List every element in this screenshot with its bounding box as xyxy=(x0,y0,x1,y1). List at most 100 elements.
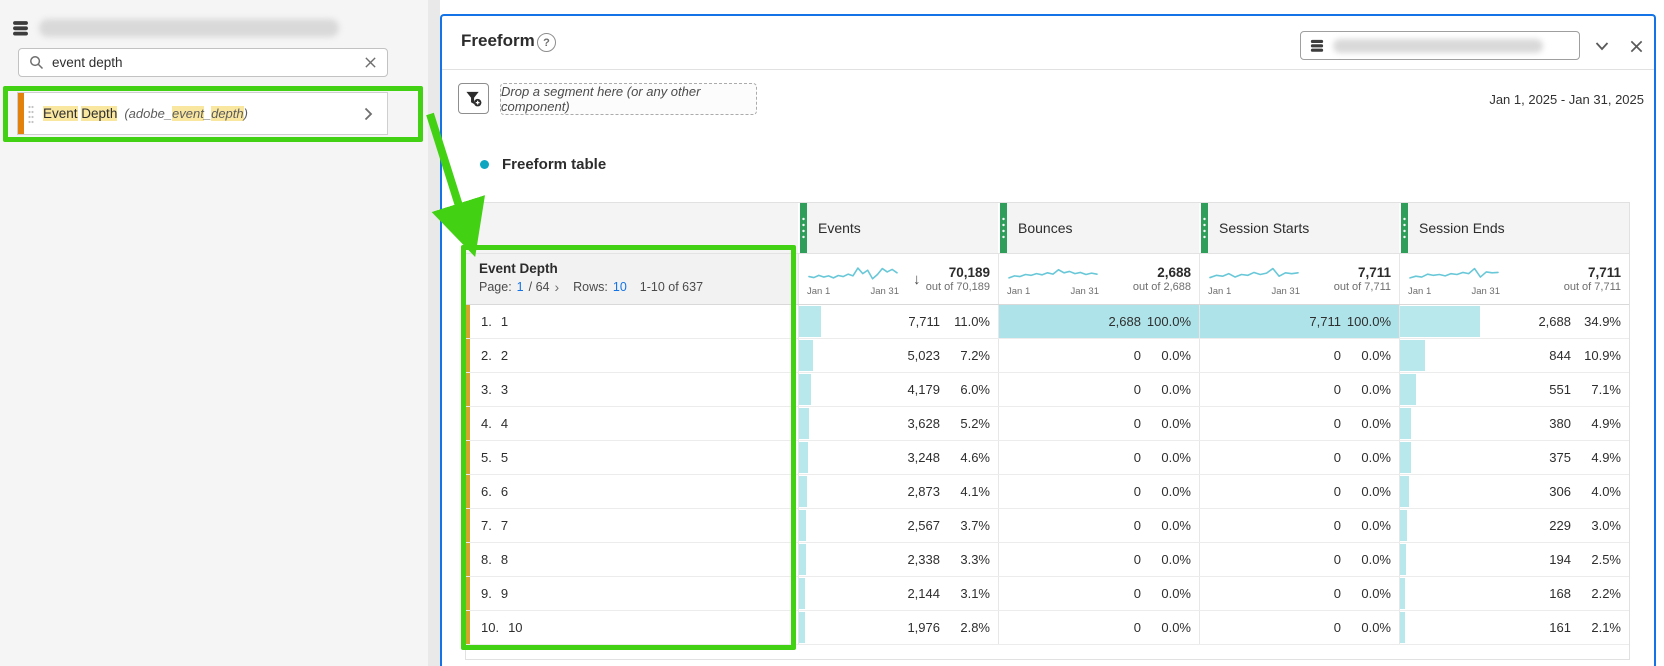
column-drag-handle[interactable] xyxy=(800,203,807,253)
dimension-item-value: 1 xyxy=(500,314,509,329)
cell-values: 0 0.0% xyxy=(1134,577,1191,610)
cell-value: 168 xyxy=(1549,586,1571,601)
metric-cell-events: 3,628 5.2% xyxy=(798,407,998,440)
cell-percent: 0.0% xyxy=(1361,620,1391,635)
cell-percent: 0.0% xyxy=(1161,416,1191,431)
dimension-item-cell[interactable]: 7. 7 xyxy=(466,509,798,542)
column-drag-handle[interactable] xyxy=(1201,203,1208,253)
search-icon xyxy=(30,56,44,70)
cell-percent: 6.0% xyxy=(960,382,990,397)
table-pagination: Page: 1 / 64 › Rows: 10 1-10 of 637 xyxy=(479,280,798,294)
close-panel-button[interactable] xyxy=(1624,34,1648,58)
dimension-item-cell[interactable]: 2. 2 xyxy=(466,339,798,372)
cell-percentage-bar xyxy=(799,510,807,541)
metric-cell-bounces: 2,688 100.0% xyxy=(998,305,1199,338)
dimension-item-cell[interactable]: 5. 5 xyxy=(466,441,798,474)
totals-row: Event Depth Page: 1 / 64 › Rows: 10 1-10… xyxy=(466,253,1629,305)
page-number-link[interactable]: 1 xyxy=(516,280,524,294)
help-icon[interactable]: ? xyxy=(537,33,556,52)
column-header-bounces[interactable]: Bounces xyxy=(998,203,1199,253)
dimension-item-cell[interactable]: 8. 8 xyxy=(466,543,798,576)
collapse-panel-button[interactable] xyxy=(1590,34,1614,58)
component-search-input[interactable]: event depth xyxy=(18,48,388,77)
dimension-row-color-bar xyxy=(466,407,470,440)
chevron-right-icon[interactable] xyxy=(364,107,373,121)
rows-label: Rows: xyxy=(573,280,608,294)
dimension-item-value: 9 xyxy=(500,586,509,601)
dimension-header-cell[interactable]: Event Depth Page: 1 / 64 › Rows: 10 1-10… xyxy=(466,254,798,304)
cell-percentage-bar xyxy=(1400,544,1406,575)
cell-value: 0 xyxy=(1133,450,1141,465)
cell-percent: 11.0% xyxy=(954,314,990,329)
drag-handle-icon[interactable] xyxy=(27,104,35,124)
column-header-session-ends[interactable]: Session Ends xyxy=(1399,203,1629,253)
column-header-session-starts[interactable]: Session Starts xyxy=(1199,203,1399,253)
sort-descending-icon[interactable]: ↓ xyxy=(913,270,921,288)
dimension-item-value: 3 xyxy=(500,382,509,397)
cell-percentage-bar xyxy=(799,408,810,439)
cell-values: 2,567 3.7% xyxy=(907,509,990,542)
cell-percent: 2.8% xyxy=(960,620,990,635)
column-totals-session-ends: Jan 1 Jan 31 7,711 out of 7,711 xyxy=(1399,254,1629,304)
column-drag-handle[interactable] xyxy=(1401,203,1408,253)
cell-percentage-bar xyxy=(1400,374,1417,405)
cell-percent: 0.0% xyxy=(1361,348,1391,363)
cell-value: 0 xyxy=(1133,586,1141,601)
cell-percent: 4.6% xyxy=(960,450,990,465)
cell-percent: 3.1% xyxy=(960,586,990,601)
cell-value: 3,248 xyxy=(907,450,940,465)
cell-values: 161 2.1% xyxy=(1549,611,1621,644)
sparkline-block: Jan 1 Jan 31 xyxy=(1408,262,1500,297)
cell-value: 5,023 xyxy=(907,348,940,363)
metric-cell-events: 5,023 7.2% xyxy=(798,339,998,372)
component-item-event-depth[interactable]: Event Depth (adobe_event_depth) xyxy=(17,92,388,135)
metric-cell-session-starts: 0 0.0% xyxy=(1199,509,1399,542)
cell-value: 3,628 xyxy=(907,416,940,431)
column-totals-session-starts: Jan 1 Jan 31 7,711 out of 7,711 xyxy=(1199,254,1399,304)
column-total: 70,189 out of 70,189 xyxy=(926,265,990,293)
cell-values: 3,628 5.2% xyxy=(907,407,990,440)
cell-percent: 0.0% xyxy=(1161,484,1191,499)
column-header-empty xyxy=(466,203,798,253)
total-out-of: out of 7,711 xyxy=(1563,281,1621,293)
cell-values: 4,179 6.0% xyxy=(907,373,990,406)
cell-value: 0 xyxy=(1333,382,1341,397)
rows-count-link[interactable]: 10 xyxy=(612,280,627,294)
metric-cell-session-starts: 0 0.0% xyxy=(1199,543,1399,576)
dimension-name: Event Depth xyxy=(479,261,558,276)
metric-sparkline xyxy=(808,266,898,280)
cell-percentage-bar xyxy=(799,476,808,507)
cell-percent: 3.0% xyxy=(1591,518,1621,533)
cell-value: 2,688 xyxy=(1538,314,1571,329)
total-value: 7,711 xyxy=(1587,265,1621,280)
column-header-events[interactable]: Events xyxy=(798,203,998,253)
cell-percentage-bar xyxy=(799,306,821,337)
dimension-row-color-bar xyxy=(466,441,470,474)
next-page-icon[interactable]: › xyxy=(554,279,560,295)
dimension-item-cell[interactable]: 9. 9 xyxy=(466,577,798,610)
segment-drop-zone[interactable]: Drop a segment here (or any other compon… xyxy=(500,83,757,115)
cell-values: 0 0.0% xyxy=(1334,543,1391,576)
cell-value: 0 xyxy=(1133,416,1141,431)
column-label: Events xyxy=(818,220,861,236)
column-drag-handle[interactable] xyxy=(1000,203,1007,253)
metric-sparkline xyxy=(1008,268,1098,279)
clear-search-icon[interactable] xyxy=(364,56,377,69)
column-header-row: Events Bounces Session Starts Session Ends xyxy=(466,203,1629,253)
date-range[interactable]: Jan 1, 2025 - Jan 31, 2025 xyxy=(1489,92,1644,107)
dimension-item-cell[interactable]: 10. 10 xyxy=(466,611,798,644)
dimension-item-cell[interactable]: 4. 4 xyxy=(466,407,798,440)
cell-value: 0 xyxy=(1133,620,1141,635)
cell-values: 7,711 100.0% xyxy=(1309,305,1391,338)
dimension-item-cell[interactable]: 1. 1 xyxy=(466,305,798,338)
cell-percent: 2.2% xyxy=(1591,586,1621,601)
segment-filter-button[interactable] xyxy=(458,83,489,114)
panel-gutter xyxy=(428,0,440,666)
cell-values: 1,976 2.8% xyxy=(907,611,990,644)
table-row: 5. 5 3,248 4.6% 0 0.0% 0 0.0% 375 4.9% xyxy=(466,441,1629,475)
dimension-item-cell[interactable]: 6. 6 xyxy=(466,475,798,508)
metric-cell-events: 2,144 3.1% xyxy=(798,577,998,610)
dimension-item-cell[interactable]: 3. 3 xyxy=(466,373,798,406)
dataset-selector[interactable] xyxy=(1300,31,1580,60)
filter-add-icon xyxy=(466,91,482,107)
